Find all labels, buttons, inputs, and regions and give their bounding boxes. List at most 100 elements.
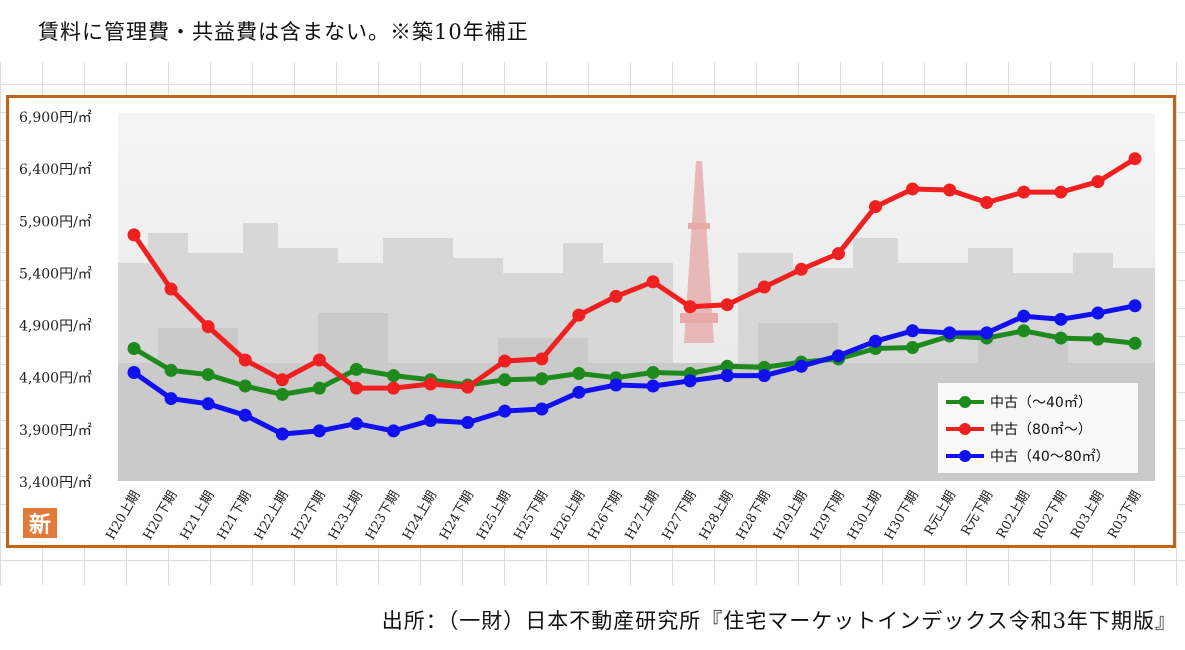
x-tick-label: H28上期 [697,489,737,543]
data-point-series-1 [1091,175,1105,189]
data-point-series-0 [498,373,512,387]
data-point-series-1 [498,354,512,368]
x-tick-label: H24下期 [437,488,477,542]
x-tick-label: H20下期 [141,489,181,543]
data-point-series-1 [275,373,289,387]
x-tick-label: H27上期 [623,489,663,543]
x-tick-label: H28下期 [734,489,774,543]
x-tick-label: R元下期 [959,488,996,538]
data-point-series-1 [387,381,401,395]
data-point-series-0 [1128,336,1142,350]
data-point-series-0 [1091,332,1105,346]
y-tick-label: 5,900円/㎡ [19,214,92,230]
data-point-series-2 [943,326,957,340]
data-point-series-1 [757,280,771,294]
y-tick-label: 4,400円/㎡ [19,371,92,387]
data-point-series-0 [906,340,920,354]
data-point-series-1 [1054,185,1068,199]
data-point-series-0 [535,372,549,386]
series-layer [127,152,1142,441]
x-tick-label: R02下期 [1031,489,1070,542]
data-point-series-0 [312,381,326,395]
data-point-series-1 [794,262,808,276]
data-point-series-2 [498,404,512,418]
data-point-series-2 [794,359,808,373]
legend-swatch-green [946,396,984,408]
data-point-series-1 [535,352,549,366]
header-note: 賃料に管理費・共益費は含まない。※築10年補正 [38,20,529,44]
x-tick-label: H24上期 [400,489,440,543]
data-point-series-2 [312,424,326,438]
x-tick-label: H23上期 [326,489,366,543]
data-point-series-2 [1017,309,1031,323]
data-point-series-0 [720,359,734,373]
x-tick-label: R03上期 [1068,489,1107,542]
data-point-series-2 [683,374,697,388]
data-point-series-1 [609,289,623,303]
data-point-series-0 [238,379,252,393]
legend: 中古（～40㎡） 中古（80㎡～） 中古（40～80㎡） [938,383,1138,473]
data-point-series-0 [201,368,215,382]
legend-swatch-blue [946,450,984,462]
data-point-series-2 [720,369,734,383]
data-point-series-0 [572,367,586,381]
data-point-series-2 [424,413,438,427]
data-point-series-2 [164,392,178,406]
x-tick-label: R02上期 [994,489,1033,542]
data-point-series-2 [535,402,549,416]
x-tick-label: H30下期 [882,489,922,543]
data-point-series-0 [349,362,363,376]
data-point-series-1 [1017,185,1031,199]
data-point-series-2 [1054,312,1068,326]
x-tick-label: H30上期 [845,489,885,543]
legend-swatch-red [946,423,984,435]
y-tick-label: 3,900円/㎡ [19,423,92,439]
x-tick-label: H23下期 [363,489,403,543]
data-point-series-1 [201,320,215,334]
legend-label-medium: 中古（40～80㎡） [990,449,1110,465]
y-tick-label: 3,400円/㎡ [19,475,92,491]
data-point-series-1 [572,308,586,322]
series-line-2 [131,303,1138,437]
y-tick-label: 6,400円/㎡ [19,162,92,178]
x-tick-label: R03下期 [1105,489,1144,542]
data-point-series-2 [127,366,141,379]
data-point-series-2 [1128,299,1142,313]
x-tick-label: H21下期 [215,489,255,543]
shin-logo-icon: 新 [23,508,57,538]
x-tick-label: H21上期 [178,489,218,543]
data-point-series-2 [387,424,401,438]
data-point-series-1 [868,200,882,214]
data-point-series-1 [906,182,920,196]
data-point-series-2 [572,385,586,399]
y-tick-label: 5,400円/㎡ [19,266,92,282]
data-point-series-1 [461,380,475,394]
data-point-series-2 [906,324,920,338]
data-point-series-2 [275,427,289,441]
data-point-series-1 [683,300,697,314]
data-point-series-2 [238,408,252,422]
source-note: 出所：（一財）日本不動産研究所『住宅マーケットインデックス令和3年下期版』 [381,609,1177,633]
data-point-series-0 [1017,324,1031,338]
data-point-series-1 [720,298,734,312]
x-tick-label: H29下期 [808,489,848,543]
series-line-0 [131,328,1138,397]
data-point-series-2 [1091,306,1105,320]
data-point-series-1 [1128,152,1142,166]
x-tick-label: H25上期 [474,488,514,542]
data-point-series-2 [201,397,215,411]
data-point-series-2 [868,334,882,348]
data-point-series-2 [646,379,660,393]
x-tick-label: H22上期 [252,489,292,543]
data-point-series-2 [349,417,363,431]
data-point-series-2 [980,326,994,340]
data-point-series-2 [757,369,771,383]
y-tick-label: 6,900円/㎡ [19,110,92,126]
series-line-1 [131,156,1138,391]
data-point-series-1 [646,275,660,289]
data-point-series-0 [164,363,178,377]
data-point-series-2 [609,378,623,392]
data-point-series-1 [238,353,252,367]
data-point-series-1 [127,228,141,242]
